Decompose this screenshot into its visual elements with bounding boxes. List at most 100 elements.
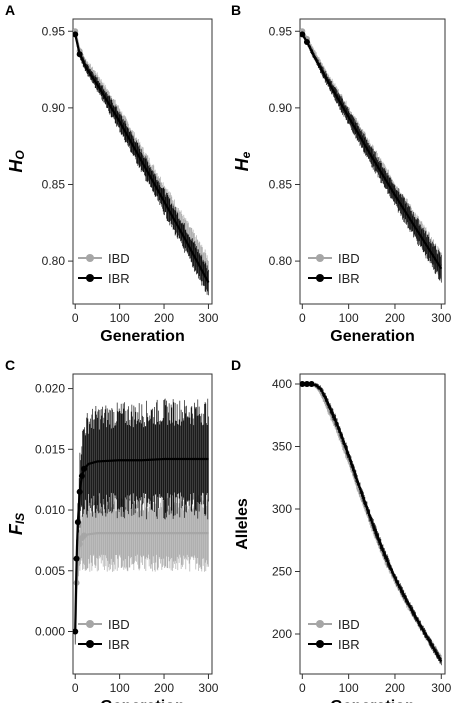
x-tick-label: 100 [339,681,359,695]
series-line [301,33,443,270]
legend-label: IBD [338,617,360,632]
x-axis-label: Generation [330,698,414,703]
y-tick-label: 350 [272,440,292,454]
data-point [81,465,88,472]
series-line [74,457,209,632]
x-axis-label: Generation [100,328,184,345]
plot-area [299,18,446,305]
y-tick-label: 0.90 [42,101,66,115]
y-tick-label: 400 [272,377,292,391]
legend-swatch-marker [316,274,324,282]
data-point [73,628,79,635]
data-point [76,51,83,58]
series-ibr [73,31,210,296]
y-axis-label: Alleles [234,498,251,550]
x-axis-label: Generation [330,328,414,345]
y-tick-label: 0.85 [42,177,66,191]
legend-swatch-marker [86,274,94,282]
series-line [74,532,209,632]
legend-label: IBR [338,271,360,286]
y-tick-label: 250 [272,565,292,579]
data-point [303,38,310,45]
legend-label: IBD [108,251,130,266]
x-tick-label: 200 [154,681,174,695]
x-tick-label: 300 [198,311,218,325]
x-tick-label: 300 [431,681,451,695]
panel-c: C 0 100 200 300 0.000 0.005 0.010 0.015 0.020 Gene… [5,357,219,703]
y-tick-label: 0.005 [35,564,65,578]
series-line [302,382,443,663]
y-tick-label: 0.000 [35,624,65,638]
y-tick-label: 0.80 [269,254,293,268]
data-point [76,488,83,495]
y-tick-label: 0.010 [35,503,65,517]
data-point [308,381,315,387]
x-tick-label: 0 [72,311,79,325]
legend-swatch-marker [86,254,94,262]
y-tick-label: 0.85 [269,177,293,191]
x-axis-label: Generation [100,698,184,703]
y-tick-label: 300 [272,502,292,516]
data-layer [73,28,210,296]
x-tick-label: 200 [154,311,174,325]
data-point [81,532,88,539]
data-point [300,31,306,38]
legend: IBD IBR [308,251,360,286]
data-point [73,31,79,38]
panel-d: D 0 100 200 300 200 250 300 350 400 Generation Alle… [231,357,452,703]
x-tick-label: 100 [339,311,359,325]
legend: IBD IBR [308,617,360,652]
x-tick-label: 200 [385,681,405,695]
legend-swatch-marker [316,620,324,628]
legend-label: IBR [108,637,130,652]
plot-area [299,373,446,675]
legend-swatch-marker [86,620,94,628]
panel-a: A 0 100 200 300 0.80 0.85 0.90 0.95 Generation HO I… [5,2,219,345]
x-tick-label: 100 [110,311,130,325]
legend-label: IBR [108,271,130,286]
panel-letter: B [231,2,241,18]
legend-label: IBD [338,251,360,266]
y-tick-label: 200 [272,627,292,641]
data-point [78,473,85,480]
panel-letter: D [231,357,241,373]
y-tick-label: 0.95 [42,24,66,38]
x-tick-label: 100 [110,681,130,695]
y-tick-label: 0.020 [35,382,65,396]
legend: IBD IBR [78,251,130,286]
data-layer [300,28,443,283]
data-point [73,555,80,562]
legend-swatch-marker [316,254,324,262]
y-tick-label: 0.95 [269,24,293,38]
data-point [303,381,310,387]
x-tick-label: 0 [72,681,79,695]
x-tick-label: 300 [431,311,451,325]
series-ibr [73,398,209,645]
panel-letter: C [5,357,15,373]
legend-label: IBR [338,637,360,652]
y-axis-label: FIS [6,513,27,535]
y-tick-label: 0.80 [42,254,66,268]
x-tick-label: 0 [299,311,306,325]
plot-area [72,18,213,305]
legend: IBD IBR [78,617,130,652]
data-point [300,381,306,387]
data-point [74,519,81,526]
legend-swatch-marker [86,640,94,648]
y-tick-label: 0.015 [35,442,65,456]
data-layer [300,381,443,666]
plot-area [72,373,213,675]
legend-swatch-marker [316,640,324,648]
series-ibr [300,31,443,283]
series-line [74,34,210,284]
x-tick-label: 300 [198,681,218,695]
panel-letter: A [5,2,15,18]
legend-label: IBD [108,617,130,632]
y-tick-label: 0.90 [269,101,293,115]
y-axis-label: HO [6,150,27,173]
data-layer [73,398,209,645]
x-tick-label: 200 [385,311,405,325]
series-ibr [300,381,443,666]
x-tick-label: 0 [299,681,306,695]
